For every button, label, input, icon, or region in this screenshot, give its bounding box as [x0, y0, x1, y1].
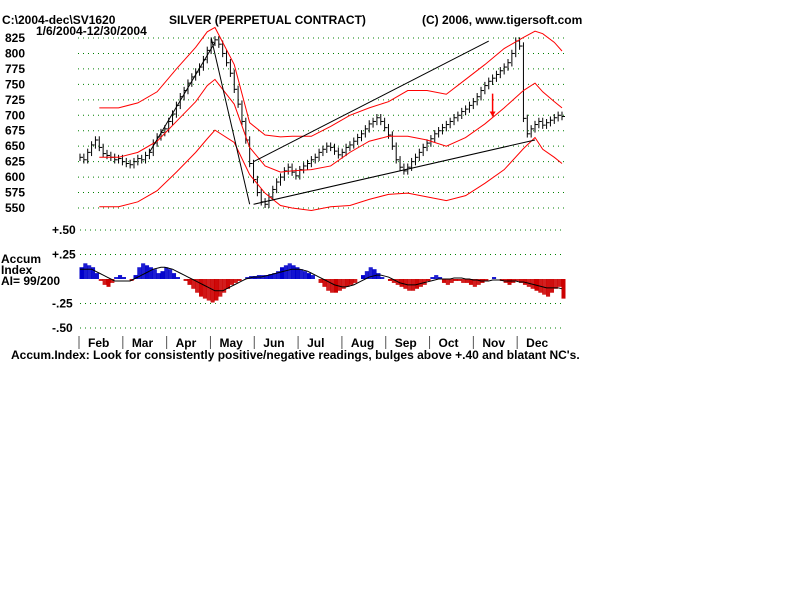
arrow-head [489, 111, 496, 117]
accum-ma [80, 266, 563, 292]
month-label: Sep [395, 336, 417, 350]
lower-band [99, 129, 563, 211]
month-label: Feb [88, 336, 109, 350]
price-tick-label: 575 [5, 186, 25, 200]
accum-title-line: Index [1, 263, 33, 277]
copyright-text: (C) 2006, www.tigersoft.com [422, 13, 583, 27]
accum-ma-line [80, 266, 563, 292]
month-label: Apr [176, 336, 197, 350]
month-axis: Feb Mar Apr May Jun Jul Aug Sep Oct Nov Dec [78, 336, 549, 350]
price-tick-label: 675 [5, 124, 25, 138]
price-tick-label: 825 [5, 31, 25, 45]
date-range: 1/6/2004-12/30/2004 [36, 24, 147, 38]
month-label: Nov [482, 336, 505, 350]
footer-note: Accum.Index: Look for consistently posit… [11, 348, 580, 362]
accum-title: Accum Index AI= 99/200 [1, 252, 60, 288]
accum-title-line: Accum [1, 252, 41, 266]
moving-average [99, 78, 563, 173]
chart-path: C:\2004-dec\SV1620 [2, 13, 116, 27]
trendline [253, 139, 536, 205]
month-label: Oct [439, 336, 459, 350]
trendline [210, 37, 251, 205]
trendline [148, 42, 216, 153]
price-tick-label: 600 [5, 170, 25, 184]
accum-title-line: AI= 99/200 [1, 274, 60, 288]
month-label: Mar [132, 336, 154, 350]
month-label: May [219, 336, 243, 350]
accum-y-axis: +.50 +.25 -.25 -.50 [52, 223, 76, 335]
accum-tick-label: +.50 [52, 223, 76, 237]
accum-tick-label: -.25 [52, 297, 73, 311]
price-series [79, 26, 565, 211]
price-tick-label: 750 [5, 77, 25, 91]
price-tick-label: 700 [5, 108, 25, 122]
accum-tick-label: -.50 [52, 321, 73, 335]
chart-title: SILVER (PERPETUAL CONTRACT) [169, 13, 366, 27]
upper-band [99, 26, 563, 138]
month-label: Jul [307, 336, 324, 350]
price-tick-label: 550 [5, 201, 25, 215]
accum-grid [80, 229, 565, 329]
month-label: Dec [526, 336, 548, 350]
month-label: Aug [351, 336, 374, 350]
price-tick-label: 650 [5, 139, 25, 153]
price-tick-label: 800 [5, 46, 25, 60]
price-grid [78, 37, 565, 209]
price-tick-label: 725 [5, 93, 25, 107]
trendline [253, 40, 489, 163]
accum-tick-label: +.25 [52, 248, 76, 262]
month-label: Jun [263, 336, 284, 350]
price-tick-label: 775 [5, 62, 25, 76]
price-tick-label: 625 [5, 155, 25, 169]
